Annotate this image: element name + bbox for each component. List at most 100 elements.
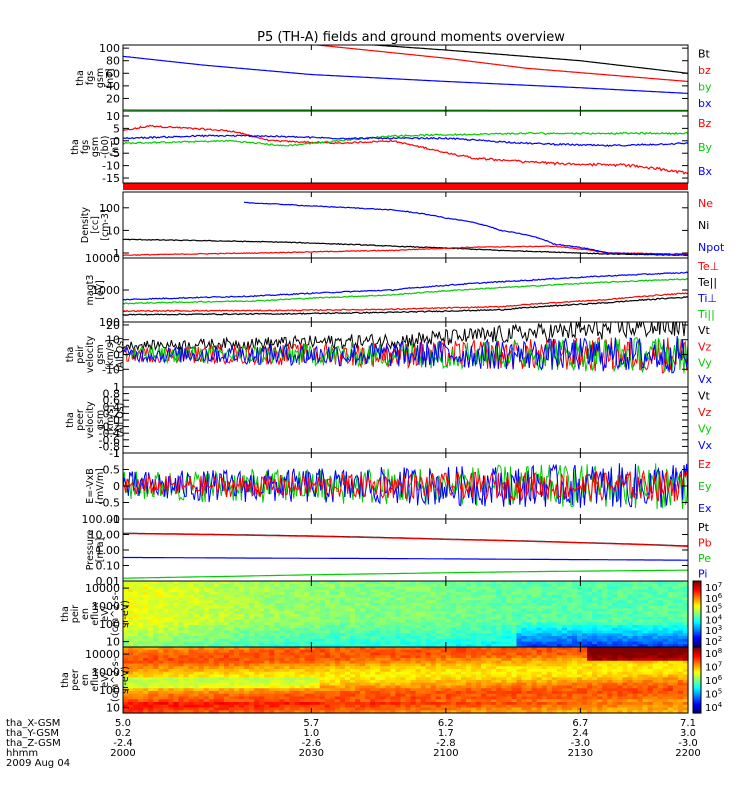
legend-bx: bx	[698, 97, 712, 110]
y-tick-label: 0	[113, 135, 120, 148]
y-tick-label: 0	[113, 414, 120, 427]
y-tick-label: 100	[99, 42, 120, 55]
panel-5: 10.80.60.40.20-0.2-0.4-0.6-0.8-1thapeerv…	[65, 381, 713, 460]
colorbar-tick-base: 10	[705, 703, 718, 714]
y-axis-label-line: fgs	[85, 71, 96, 85]
colorbar-tick-base: 10	[705, 690, 718, 701]
y-tick-label: 100	[99, 316, 120, 329]
legend-Ez: Ez	[698, 458, 711, 471]
y-axis-label-line: velocity	[85, 401, 96, 439]
legend-Vy: Vy	[698, 357, 712, 370]
panel-data	[123, 271, 688, 316]
y-axis-label-line: en	[80, 608, 91, 620]
y-axis-label: thapeerenefluxeV/(cm^2-s-sr-eV)	[60, 658, 131, 702]
x-axis-row-label: tha_X-GSM	[6, 718, 60, 729]
legend-Vx: Vx	[698, 439, 713, 452]
x-axis-value: -2.6	[302, 738, 322, 749]
y-tick-label: 10000	[85, 252, 120, 265]
panel-frame	[122, 386, 689, 454]
colorbar-tick-label: 107	[705, 581, 722, 594]
y-tick-label: 1000	[92, 600, 120, 613]
y-axis-label-line: Pressure	[85, 530, 96, 571]
panel-data	[123, 532, 688, 579]
series-Ez	[123, 469, 688, 502]
y-tick-label: 0.8	[103, 388, 121, 401]
x-axis-value: 6.7	[572, 718, 588, 729]
y-tick-label: 0.2	[103, 407, 121, 420]
series-Vx	[123, 335, 688, 374]
y-axis-label-line: peir	[75, 345, 86, 364]
y-axis-label-line: eV/	[100, 671, 111, 687]
colorbar-tick-label: 107	[705, 661, 722, 674]
panel-frame	[122, 110, 689, 184]
series-bz	[311, 45, 688, 83]
y-tick-label: -0.8	[99, 440, 120, 453]
colorbar-tick-base: 10	[705, 663, 718, 674]
y-tick-label: 0	[113, 349, 120, 362]
y-axis-label-line: en	[80, 674, 91, 686]
x-axis-row-label: tha_Y-GSM	[6, 728, 59, 739]
x-axis-value: 5.7	[303, 718, 319, 729]
y-tick-label: -0.4	[99, 427, 120, 440]
series-by	[123, 109, 688, 111]
y-tick-label: 100.00	[82, 513, 121, 526]
spectrogram-0: 10000100010010thapeirenefluxeV/(cm^2-s-s…	[60, 580, 723, 649]
y-axis-label: thapeervelocitygsm[km/s](All Qs)	[65, 401, 126, 439]
colorbar-tick-label: 105	[705, 603, 722, 616]
y-tick-label: 80	[106, 55, 120, 68]
y-axis-label-line: [nT]	[110, 137, 121, 156]
panel-frame	[122, 44, 689, 112]
y-tick-label: -0.6	[99, 434, 120, 447]
y-axis-label-line: [nPa]	[95, 538, 106, 563]
legend-Vz: Vz	[698, 340, 712, 353]
colorbar-tick-base: 10	[705, 626, 718, 637]
series-Npot	[244, 201, 688, 256]
y-axis-label-line: -(b0)	[100, 136, 111, 159]
colorbar-tick-base: 10	[705, 594, 718, 605]
y-axis-label-line: tha	[60, 672, 71, 688]
panel-7: 100.0010.001.000.100.01Pressure[nPa]PtPb…	[82, 513, 712, 588]
x-axis-value: 2200	[675, 748, 700, 759]
y-tick-label: -1	[109, 447, 120, 460]
panel-frame	[122, 191, 689, 259]
series-Ti||	[123, 278, 688, 305]
legend-bz: bz	[698, 64, 711, 77]
legend-Bt: Bt	[698, 47, 711, 60]
legend-Pt: Pt	[698, 521, 710, 534]
colorbar-tick-label: 108	[705, 647, 722, 660]
y-axis-label-line: tha	[65, 347, 76, 363]
series-Ti⊥	[123, 271, 688, 301]
x-axis-value: 2130	[568, 748, 593, 759]
x-axis-value: 1.0	[303, 728, 319, 739]
spectrogram-frame	[122, 646, 689, 714]
legend-Ey: Ey	[698, 480, 712, 493]
legend-Ne: Ne	[698, 197, 713, 210]
chart-title: P5 (TH-A) fields and ground moments over…	[257, 30, 565, 45]
y-axis-label-line: gsm	[95, 410, 106, 430]
panel-data	[123, 201, 688, 257]
y-tick-label: 20	[106, 319, 120, 332]
y-axis-label-line: peir	[70, 605, 81, 624]
y-tick-label: 0.01	[96, 575, 121, 588]
panel-data	[123, 45, 688, 111]
legend-Bx: Bx	[698, 165, 713, 178]
red-band	[123, 183, 688, 190]
colorbar-tick-exp: 7	[718, 581, 722, 589]
colorbar-tick-base: 10	[705, 583, 718, 594]
y-tick-label: -0.2	[99, 421, 120, 434]
colorbar-tick-exp: 7	[718, 661, 722, 669]
series-Te⊥	[123, 292, 688, 313]
colorbar-tick-exp: 5	[718, 603, 722, 611]
y-axis-label-line: tha	[70, 139, 81, 155]
colorbar-tick-exp: 8	[718, 647, 722, 655]
y-tick-label: 10	[106, 224, 120, 237]
y-tick-label: 100	[99, 202, 120, 215]
colorbar-tick-exp: 6	[718, 592, 723, 600]
colorbar-tick-label: 104	[705, 701, 723, 714]
y-tick-label: 100	[99, 684, 120, 697]
y-axis-label-line: [mV/m]	[95, 468, 106, 504]
y-axis-label-line: (All Qs)	[115, 337, 126, 372]
